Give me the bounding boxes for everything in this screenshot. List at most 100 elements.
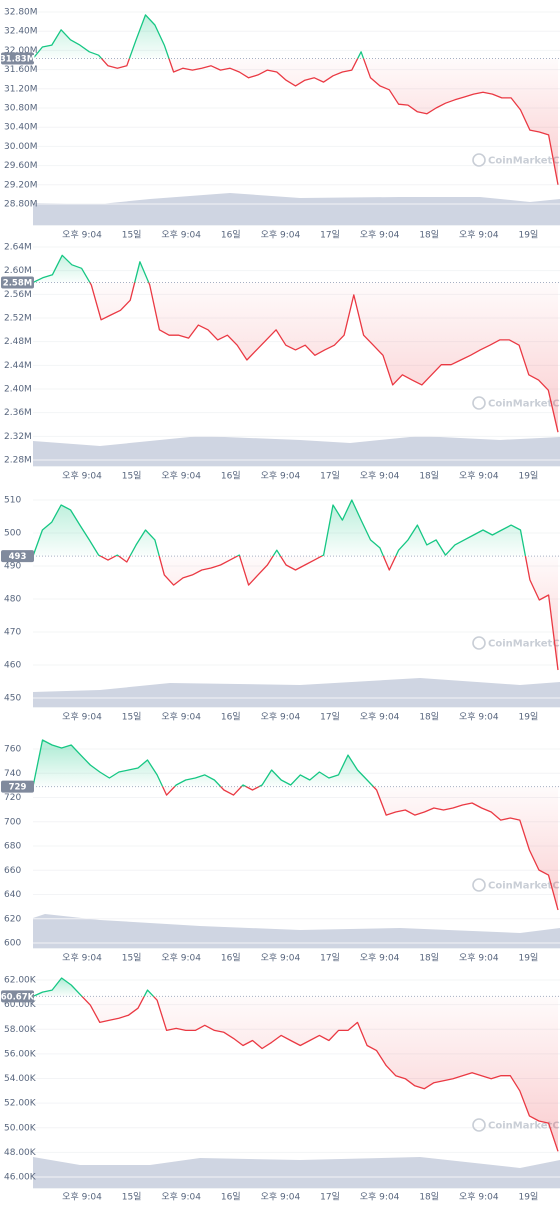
x-tick-label: 16일 [221, 712, 241, 723]
baseline-badge [1, 52, 34, 65]
x-tick-label: 16일 [221, 230, 241, 241]
y-tick-label: 60.00K [4, 1000, 37, 1010]
baseline-badge [1, 550, 34, 563]
x-tick-label: 오후 9:04 [62, 230, 102, 241]
x-tick-label: 19일 [519, 953, 539, 964]
volume-area [33, 1157, 560, 1188]
x-tick-label: 오후 9:04 [261, 471, 301, 482]
watermark-logo [472, 1118, 486, 1132]
baseline-label: 2.58M [3, 279, 32, 289]
y-tick-label: 32.00M [4, 46, 38, 56]
x-tick-label: 오후 9:04 [261, 230, 301, 241]
x-tick-label: 17일 [320, 712, 340, 723]
area-fill [33, 255, 558, 433]
area-fill [33, 14, 558, 185]
x-tick-label: 18일 [419, 953, 439, 964]
y-tick-label: 31.60M [4, 65, 38, 75]
watermark-logo [472, 636, 486, 650]
y-tick-label: 2.36M [4, 408, 32, 418]
x-tick-label: 오후 9:04 [62, 712, 102, 723]
y-tick-label: 660 [4, 866, 21, 876]
y-tick-label: 31.20M [4, 84, 38, 94]
y-tick-label: 32.80M [4, 8, 38, 18]
volume-area [33, 914, 560, 948]
price-line [32, 14, 559, 185]
x-tick-label: 오후 9:04 [62, 471, 102, 482]
x-tick-label: 15일 [122, 712, 142, 723]
y-tick-label: 450 [4, 694, 21, 704]
y-tick-label: 740 [4, 769, 21, 779]
x-tick-label: 15일 [122, 953, 142, 964]
y-tick-label: 30.00M [4, 142, 38, 152]
y-tick-label: 30.80M [4, 104, 38, 114]
x-tick-label: 오후 9:04 [62, 953, 102, 964]
baseline-label: 493 [9, 552, 27, 562]
baseline-label: 31.83M [0, 55, 35, 65]
price-line [32, 499, 559, 671]
y-tick-label: 58.00K [4, 1025, 37, 1035]
y-tick-label: 2.56M [4, 290, 32, 300]
y-tick-label: 2.52M [4, 314, 32, 324]
y-tick-label: 490 [4, 562, 21, 572]
y-tick-label: 640 [4, 890, 21, 900]
x-tick-label: 16일 [221, 1192, 241, 1203]
x-tick-label: 19일 [519, 1192, 539, 1203]
x-tick-label: 18일 [419, 230, 439, 241]
price-line [32, 977, 559, 1152]
y-tick-label: 56.00K [4, 1049, 37, 1059]
x-tick-label: 오후 9:04 [261, 712, 301, 723]
volume-area [33, 436, 560, 466]
x-tick-label: 15일 [122, 471, 142, 482]
y-tick-label: 46.00K [4, 1173, 37, 1183]
y-tick-label: 460 [4, 661, 21, 671]
y-tick-label: 62.00K [4, 976, 37, 986]
area-fill [33, 500, 558, 670]
y-tick-label: 720 [4, 793, 21, 803]
baseline-label: 729 [9, 783, 27, 793]
x-tick-label: 17일 [320, 230, 340, 241]
watermark-logo [472, 878, 486, 892]
y-tick-label: 2.32M [4, 432, 32, 442]
x-tick-label: 오후 9:04 [360, 712, 400, 723]
y-tick-label: 2.60M [4, 266, 32, 276]
volume-area [33, 193, 560, 225]
x-tick-label: 오후 9:04 [261, 1192, 301, 1203]
watermark: CoinMarketCap [488, 639, 560, 650]
x-tick-label: 18일 [419, 712, 439, 723]
x-tick-label: 오후 9:04 [161, 230, 201, 241]
baseline-label: 60.67K [1, 992, 35, 1002]
y-tick-label: 760 [4, 745, 21, 755]
x-tick-label: 17일 [320, 471, 340, 482]
y-tick-label: 470 [4, 628, 21, 638]
y-tick-label: 2.64M [4, 243, 32, 253]
y-tick-label: 29.20M [4, 180, 38, 190]
x-tick-label: 오후 9:04 [459, 712, 499, 723]
x-tick-label: 오후 9:04 [261, 953, 301, 964]
x-tick-label: 16일 [221, 471, 241, 482]
x-tick-label: 18일 [419, 1192, 439, 1203]
y-tick-label: 32.40M [4, 27, 38, 37]
x-tick-label: 오후 9:04 [360, 1192, 400, 1203]
x-tick-label: 15일 [122, 230, 142, 241]
x-tick-label: 17일 [320, 1192, 340, 1203]
watermark: CoinMarketCap [488, 881, 560, 892]
x-tick-label: 오후 9:04 [161, 953, 201, 964]
watermark: CoinMarketCap [488, 1121, 560, 1132]
x-tick-label: 오후 9:04 [161, 471, 201, 482]
y-tick-label: 680 [4, 842, 21, 852]
y-tick-label: 2.40M [4, 385, 32, 395]
area-fill [33, 740, 558, 910]
y-tick-label: 28.80M [4, 200, 38, 210]
x-tick-label: 16일 [221, 953, 241, 964]
price-line [32, 739, 559, 911]
x-tick-label: 19일 [519, 471, 539, 482]
x-tick-label: 18일 [419, 471, 439, 482]
x-tick-label: 오후 9:04 [459, 1192, 499, 1203]
baseline-badge [1, 276, 34, 289]
y-tick-label: 700 [4, 817, 21, 827]
x-tick-label: 오후 9:04 [161, 1192, 201, 1203]
y-tick-label: 510 [4, 496, 21, 506]
x-tick-label: 오후 9:04 [360, 953, 400, 964]
y-tick-label: 54.00K [4, 1074, 37, 1084]
